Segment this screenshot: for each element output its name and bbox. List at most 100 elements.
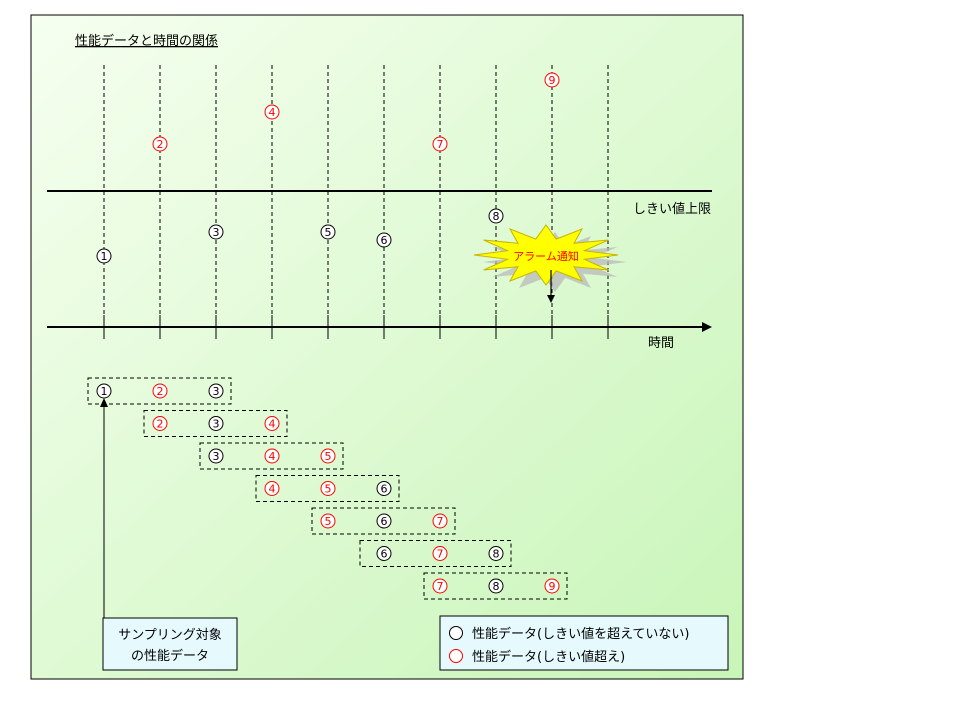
data-point-marker [488,208,504,224]
window-point-label: 5 [325,483,332,496]
alarm-arrowhead [547,295,555,303]
window-point-label: 5 [325,450,332,463]
sampling-note: サンプリング対象 の性能データ [102,617,238,671]
window-point-label: 4 [269,483,276,496]
sampling-window-box [311,507,456,535]
window-point-label: 6 [381,515,388,528]
data-point-marker [264,104,280,120]
window-point-marker [264,416,280,431]
window-point-marker [432,513,448,529]
window-point-marker [320,481,336,496]
data-point-label: 8 [493,210,500,223]
data-point: 1 [96,248,112,264]
sampling-window: 6 7 8 [359,540,512,567]
window-point-marker [152,416,168,431]
alarm-label: アラーム通知 [513,249,579,263]
data-point-label: 5 [325,226,332,239]
window-point-label: 3 [213,418,220,431]
window-point-marker [376,546,392,561]
legend-normal-marker [449,626,463,640]
window-point-marker [544,578,560,594]
data-point-marker [376,232,392,248]
data-point: 7 [432,136,448,152]
window-point-label: 2 [157,385,164,398]
data-point: 9 [544,72,560,88]
sampling-windows: 1 2 3 2 3 4 3 4 5 4 5 6 5 6 7 6 7 8 7 8 9 [87,377,568,600]
window-point-label: 6 [381,548,388,561]
sampling-window-box [87,377,232,405]
sampling-note-line1: サンプリング対象 [118,628,222,643]
window-point-label: 3 [213,385,220,398]
sampling-window-box [423,572,568,600]
legend-box [439,615,729,671]
window-point-label: 3 [213,450,220,463]
threshold-label: しきい値上限 [633,201,711,217]
diagram-title: 性能データと時間の関係 [75,33,218,49]
time-axis-label: 時間 [648,336,674,351]
data-point: 2 [152,136,168,152]
window-point-label: 1 [101,385,108,398]
window-point-marker [376,513,392,529]
legend-exceed-marker [449,649,463,663]
data-point: 8 [488,208,504,224]
data-point-marker [96,248,112,264]
legend: 性能データ(しきい値を超えていない) 性能データ(しきい値超え) [439,615,729,671]
sampling-note-box [102,617,238,671]
legend-exceed-label: 性能データ(しきい値超え) [472,649,625,665]
window-point-label: 9 [549,580,556,593]
window-point-marker [320,513,336,529]
data-point-marker [432,136,448,152]
alarm-burst [473,224,619,286]
performance-data-points: 1 2 3 4 5 6 7 8 9 [96,72,560,264]
sampling-window: 2 3 4 [143,410,288,437]
window-point-marker [152,383,168,399]
window-point-label: 6 [381,483,388,496]
diagram-panel [30,14,744,680]
window-point-marker [376,481,392,496]
window-point-label: 7 [437,515,444,528]
window-point-label: 7 [437,580,444,593]
data-point-marker [152,136,168,152]
sampling-window: 1 2 3 [87,377,232,405]
window-point-marker [264,448,280,464]
sampling-window-box [359,540,512,567]
window-point-marker [208,383,224,399]
sampling-window: 7 8 9 [423,572,568,600]
window-point-marker [208,416,224,431]
data-point-label: 9 [549,74,556,87]
data-point-marker [208,224,224,240]
sampling-window-box [255,475,400,502]
window-point-marker [208,448,224,464]
window-point-label: 8 [493,548,500,561]
legend-normal-label: 性能データ(しきい値を超えていない) [472,626,690,642]
window-point-label: 5 [325,515,332,528]
data-point: 3 [208,224,224,240]
time-axis-arrowhead [702,322,712,332]
data-point-marker [320,224,336,240]
sampling-window: 3 4 5 [199,442,344,470]
sampling-note-line2: の性能データ [131,648,209,664]
window-point-label: 2 [157,418,164,431]
window-point-marker [432,578,448,594]
data-point-label: 1 [101,250,108,263]
alarm-notification: アラーム通知 [473,224,627,292]
data-point-label: 3 [213,226,220,239]
window-point-marker [264,481,280,496]
window-point-marker [488,546,504,561]
data-point-label: 4 [269,106,276,119]
sampling-window-box [199,442,344,470]
window-point-label: 4 [269,450,276,463]
data-point: 4 [264,104,280,120]
data-point: 5 [320,224,336,240]
data-point-label: 6 [381,234,388,247]
window-point-label: 4 [269,418,276,431]
window-point-marker [320,448,336,464]
sampling-window: 4 5 6 [255,475,400,502]
data-point-label: 7 [437,138,444,151]
window-point-marker [432,546,448,561]
data-point-marker [544,72,560,88]
sampling-window: 5 6 7 [311,507,456,535]
time-axis-ticks [103,315,609,339]
sampling-window-box [143,410,288,437]
